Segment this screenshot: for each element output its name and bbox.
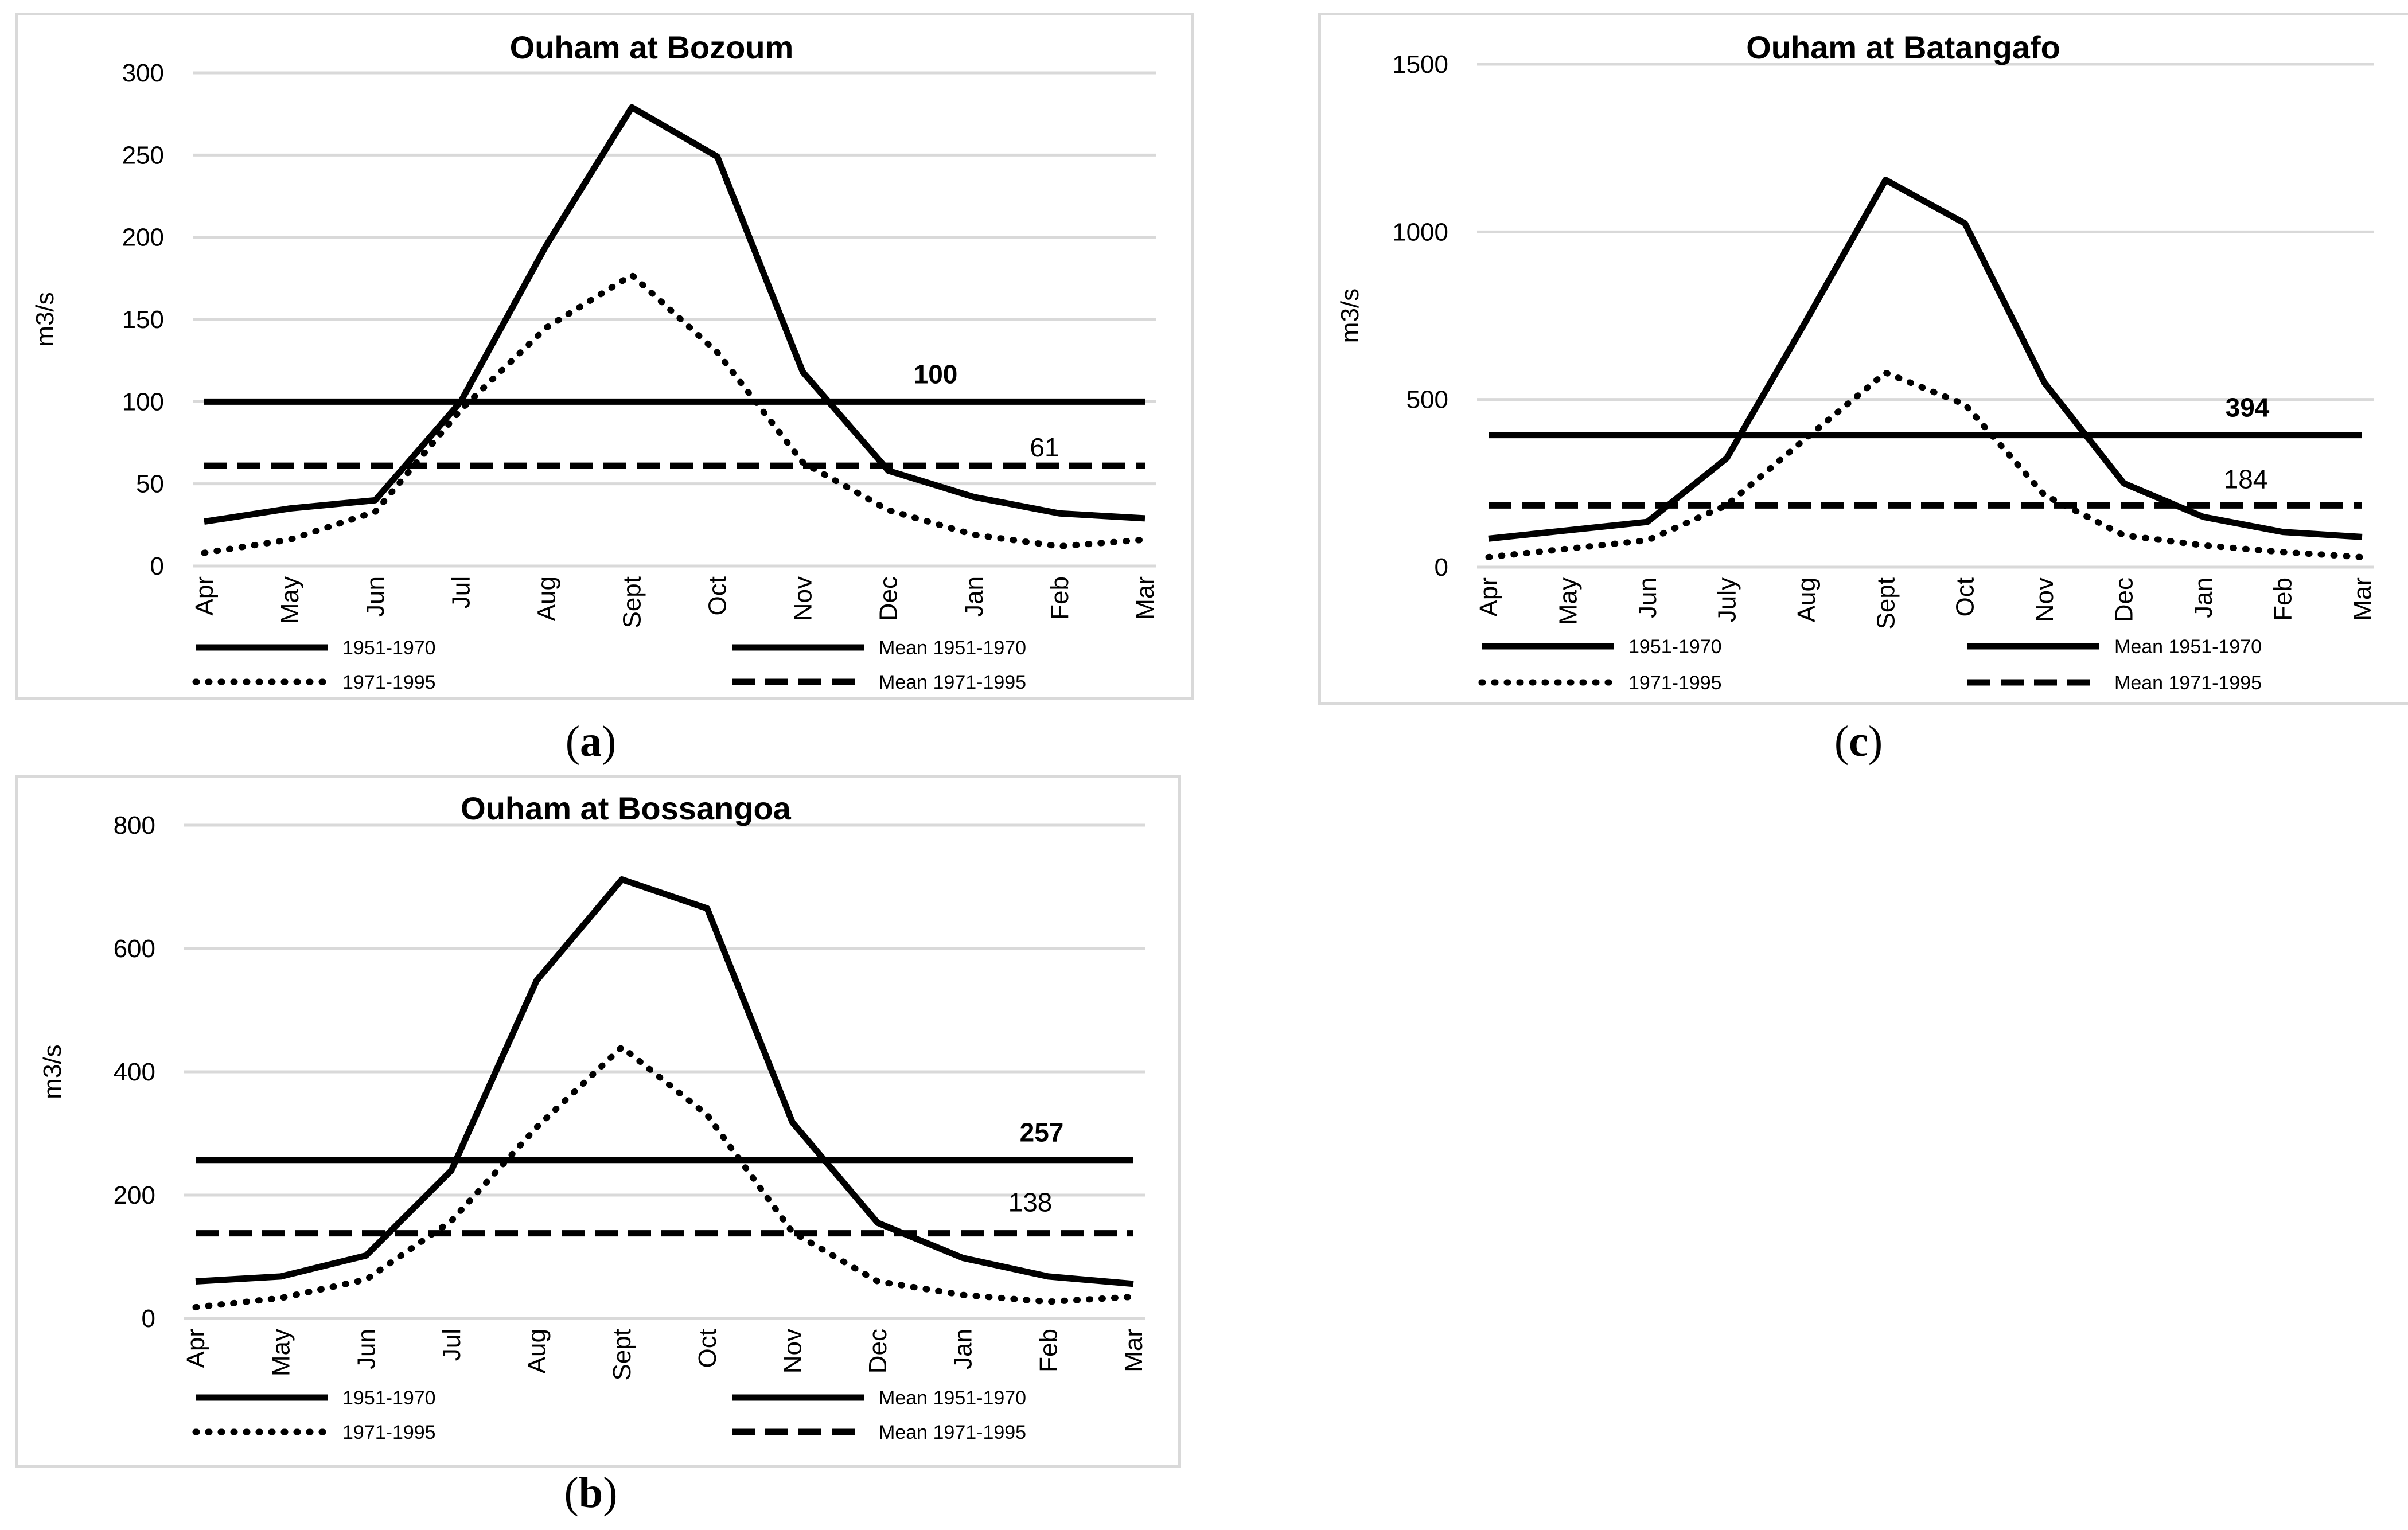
y-tick-label: 300 — [122, 59, 164, 87]
series-line-1951-1970 — [204, 104, 1145, 525]
y-tick-label: 200 — [122, 224, 164, 252]
x-tick-label: Nov — [2031, 577, 2059, 622]
x-tick-label: Oct — [693, 1329, 722, 1368]
x-tick-label: Mar — [1131, 576, 1159, 620]
x-tick-label: Mar — [1120, 1329, 1148, 1372]
legend-label: Mean 1951-1970 — [879, 1387, 1026, 1409]
chart-panel-c: 0 500 1000 1500 Apr May Jun July Aug Sept Oct Nov De… — [1318, 13, 2408, 705]
y-tick-label: 800 — [114, 811, 155, 840]
y-tick-label: 500 — [1406, 386, 1448, 414]
chart-panel-a: 0 50 100 150 200 250 300 Apr May Jun Jul Aug Sept Oct… — [15, 13, 1194, 700]
legend-label: Mean 1951-1970 — [879, 637, 1026, 659]
x-tick-label: Oct — [704, 576, 732, 615]
chart-title: Ouham at Bozoum — [510, 29, 794, 65]
x-tick-label: May — [267, 1329, 295, 1376]
x-tick-label: Dec — [875, 576, 903, 621]
y-tick-label: 1000 — [1392, 218, 1448, 246]
series-line-1971-1995 — [201, 272, 1148, 556]
x-tick-label: Dec — [864, 1329, 892, 1373]
caption-a: (a) — [565, 717, 617, 766]
caption-c-letter: c — [1849, 717, 1868, 766]
mean-value-label: 394 — [2226, 393, 2270, 423]
x-tick-label: Aug — [523, 1329, 551, 1373]
chart-c-svg: 0 500 1000 1500 Apr May Jun July Aug Sept Oct Nov De… — [1336, 29, 2376, 694]
y-tick-label: 100 — [122, 388, 164, 416]
y-tick-label: 150 — [122, 306, 164, 334]
x-tick-label: Jun — [1634, 577, 1662, 618]
legend-label: Mean 1971-1995 — [879, 672, 1026, 693]
x-tick-label: Aug — [1793, 577, 1821, 622]
mean-value-label: 61 — [1030, 432, 1059, 462]
x-tick-label: Apr — [1475, 577, 1503, 616]
series-line-1971-1995 — [1485, 369, 2366, 560]
x-tick-label: Feb — [2269, 577, 2297, 621]
y-tick-label: 0 — [142, 1305, 155, 1333]
mean-value-label: 257 — [1020, 1118, 1064, 1148]
y-tick-label: 400 — [114, 1058, 155, 1086]
series-line-1951-1970 — [195, 876, 1134, 1287]
x-tick-label: May — [1554, 577, 1582, 625]
x-tick-label: Jul — [438, 1329, 466, 1361]
y-axis-label: m3/s — [31, 292, 59, 346]
y-axis-label: m3/s — [38, 1044, 67, 1099]
x-tick-label: Oct — [1951, 577, 1980, 616]
chart-title: Ouham at Batangafo — [1746, 29, 2060, 65]
caption-c: (c) — [1834, 717, 1883, 766]
legend-label: Mean 1951-1970 — [2114, 636, 2262, 658]
x-tick-label: Jul — [447, 576, 475, 608]
y-tick-label: 1500 — [1392, 50, 1448, 79]
series-line-1971-1995 — [192, 1044, 1137, 1311]
mean-value-label: 184 — [2224, 464, 2268, 494]
x-tick-label: Jun — [361, 576, 389, 617]
y-tick-label: 0 — [150, 552, 164, 580]
x-tick-label: May — [276, 576, 304, 624]
x-tick-label: Apr — [190, 576, 219, 615]
chart-panel-b: 0 200 400 600 800 Apr May Jun Jul Aug Sept Oct Nov De… — [15, 775, 1181, 1468]
chart-a-svg: 0 50 100 150 200 250 300 Apr May Jun Jul Aug Sept Oct… — [31, 29, 1159, 693]
y-tick-label: 50 — [136, 470, 164, 498]
legend-label: 1951-1970 — [342, 1387, 436, 1409]
caption-a-letter: a — [580, 717, 602, 766]
legend-label: Mean 1971-1995 — [2114, 672, 2262, 694]
x-tick-label: Jan — [960, 576, 988, 617]
chart-title: Ouham at Bossangoa — [461, 790, 792, 826]
x-tick-label: Jan — [2189, 577, 2218, 618]
y-tick-label: 600 — [114, 935, 155, 963]
chart-b-svg: 0 200 400 600 800 Apr May Jun Jul Aug Sept Oct Nov De… — [38, 790, 1148, 1443]
x-tick-label: Sept — [618, 576, 646, 629]
x-tick-label: Sept — [608, 1329, 636, 1381]
x-tick-label: Feb — [1034, 1329, 1062, 1372]
x-tick-label: Aug — [532, 576, 560, 621]
series-line-1951-1970 — [1488, 177, 2363, 542]
x-tick-label: Apr — [182, 1329, 210, 1368]
legend-label: 1951-1970 — [1628, 636, 1722, 658]
legend-label: 1951-1970 — [342, 637, 436, 659]
legend-label: Mean 1971-1995 — [879, 1422, 1026, 1443]
x-tick-label: Mar — [2348, 577, 2376, 621]
y-axis-label: m3/s — [1336, 288, 1364, 343]
x-tick-label: Jan — [949, 1329, 977, 1369]
legend-label: 1971-1995 — [1628, 672, 1722, 694]
caption-b: (b) — [564, 1469, 618, 1517]
y-tick-label: 0 — [1435, 553, 1448, 581]
y-tick-label: 200 — [114, 1181, 155, 1209]
x-tick-label: Feb — [1046, 576, 1074, 620]
x-tick-label: July — [1713, 577, 1741, 622]
mean-value-label: 100 — [914, 359, 958, 389]
legend-label: 1971-1995 — [342, 672, 436, 693]
x-tick-label: Nov — [778, 1329, 806, 1373]
x-tick-label: Jun — [352, 1329, 380, 1369]
y-tick-label: 250 — [122, 141, 164, 169]
caption-b-letter: b — [578, 1469, 603, 1517]
legend-label: 1971-1995 — [342, 1422, 436, 1443]
x-tick-label: Nov — [789, 576, 817, 621]
mean-value-label: 138 — [1008, 1188, 1053, 1217]
x-tick-label: Dec — [2110, 577, 2138, 622]
x-tick-label: Sept — [1872, 577, 1900, 630]
